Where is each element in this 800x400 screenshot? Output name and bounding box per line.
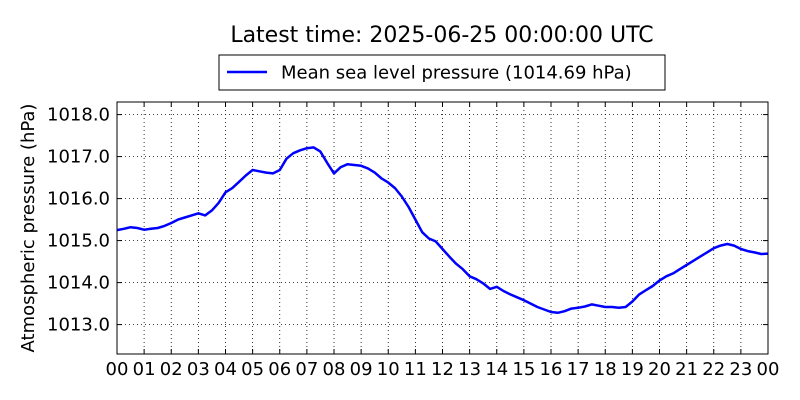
x-tick-label: 02 [160,359,183,380]
legend-label: Mean sea level pressure (1014.69 hPa) [281,63,632,84]
x-tick-label: 03 [187,359,210,380]
y-tick-label: 1015.0 [47,231,110,252]
x-tick-label: 05 [241,359,264,380]
x-tick-label: 19 [621,359,644,380]
y-tick-label: 1013.0 [47,315,110,336]
chart-title: Latest time: 2025-06-25 00:00:00 UTC [230,23,653,48]
x-tick-label: 14 [485,359,508,380]
x-tick-label: 18 [594,359,617,380]
x-tick-label: 21 [675,359,698,380]
y-tick-label: 1014.0 [47,273,110,294]
y-axis-ticks [117,114,768,326]
x-tick-label: 12 [431,359,454,380]
y-tick-label: 1017.0 [47,147,110,168]
x-tick-label: 15 [512,359,535,380]
x-tick-label: 06 [268,359,291,380]
x-tick-label: 23 [729,359,752,380]
plot-area-frame [116,101,769,355]
x-tick-label: 01 [133,359,156,380]
x-tick-label: 07 [295,359,318,380]
x-axis-ticks [116,102,769,354]
x-tick-label: 00 [106,359,129,380]
x-tick-label: 16 [540,359,563,380]
y-tick-label: 1018.0 [47,105,110,126]
x-tick-label: 08 [323,359,346,380]
x-tick-label: 10 [377,359,400,380]
pressure-series-line [116,146,769,315]
x-tick-label: 09 [350,359,373,380]
x-tick-label: 17 [567,359,590,380]
y-axis-tick-labels: 1013.0 1014.0 1015.0 1016.0 1017.0 1018.0 [47,105,110,336]
y-tick-label: 1016.0 [47,189,110,210]
x-tick-label: 00 [757,359,780,380]
y-axis-label: Atmospheric pressure (hPa) [18,104,39,353]
x-tick-label: 11 [404,359,427,380]
x-tick-label: 04 [214,359,237,380]
legend: Mean sea level pressure (1014.69 hPa) [218,54,666,91]
x-tick-label: 22 [702,359,725,380]
x-tick-label: 13 [458,359,481,380]
x-tick-label: 20 [648,359,671,380]
x-axis-tick-labels: 00 01 02 03 04 05 06 07 08 09 10 11 12 13 14 15 16 17 18 19… [106,359,780,380]
legend-box [218,54,666,91]
grid [117,102,768,354]
